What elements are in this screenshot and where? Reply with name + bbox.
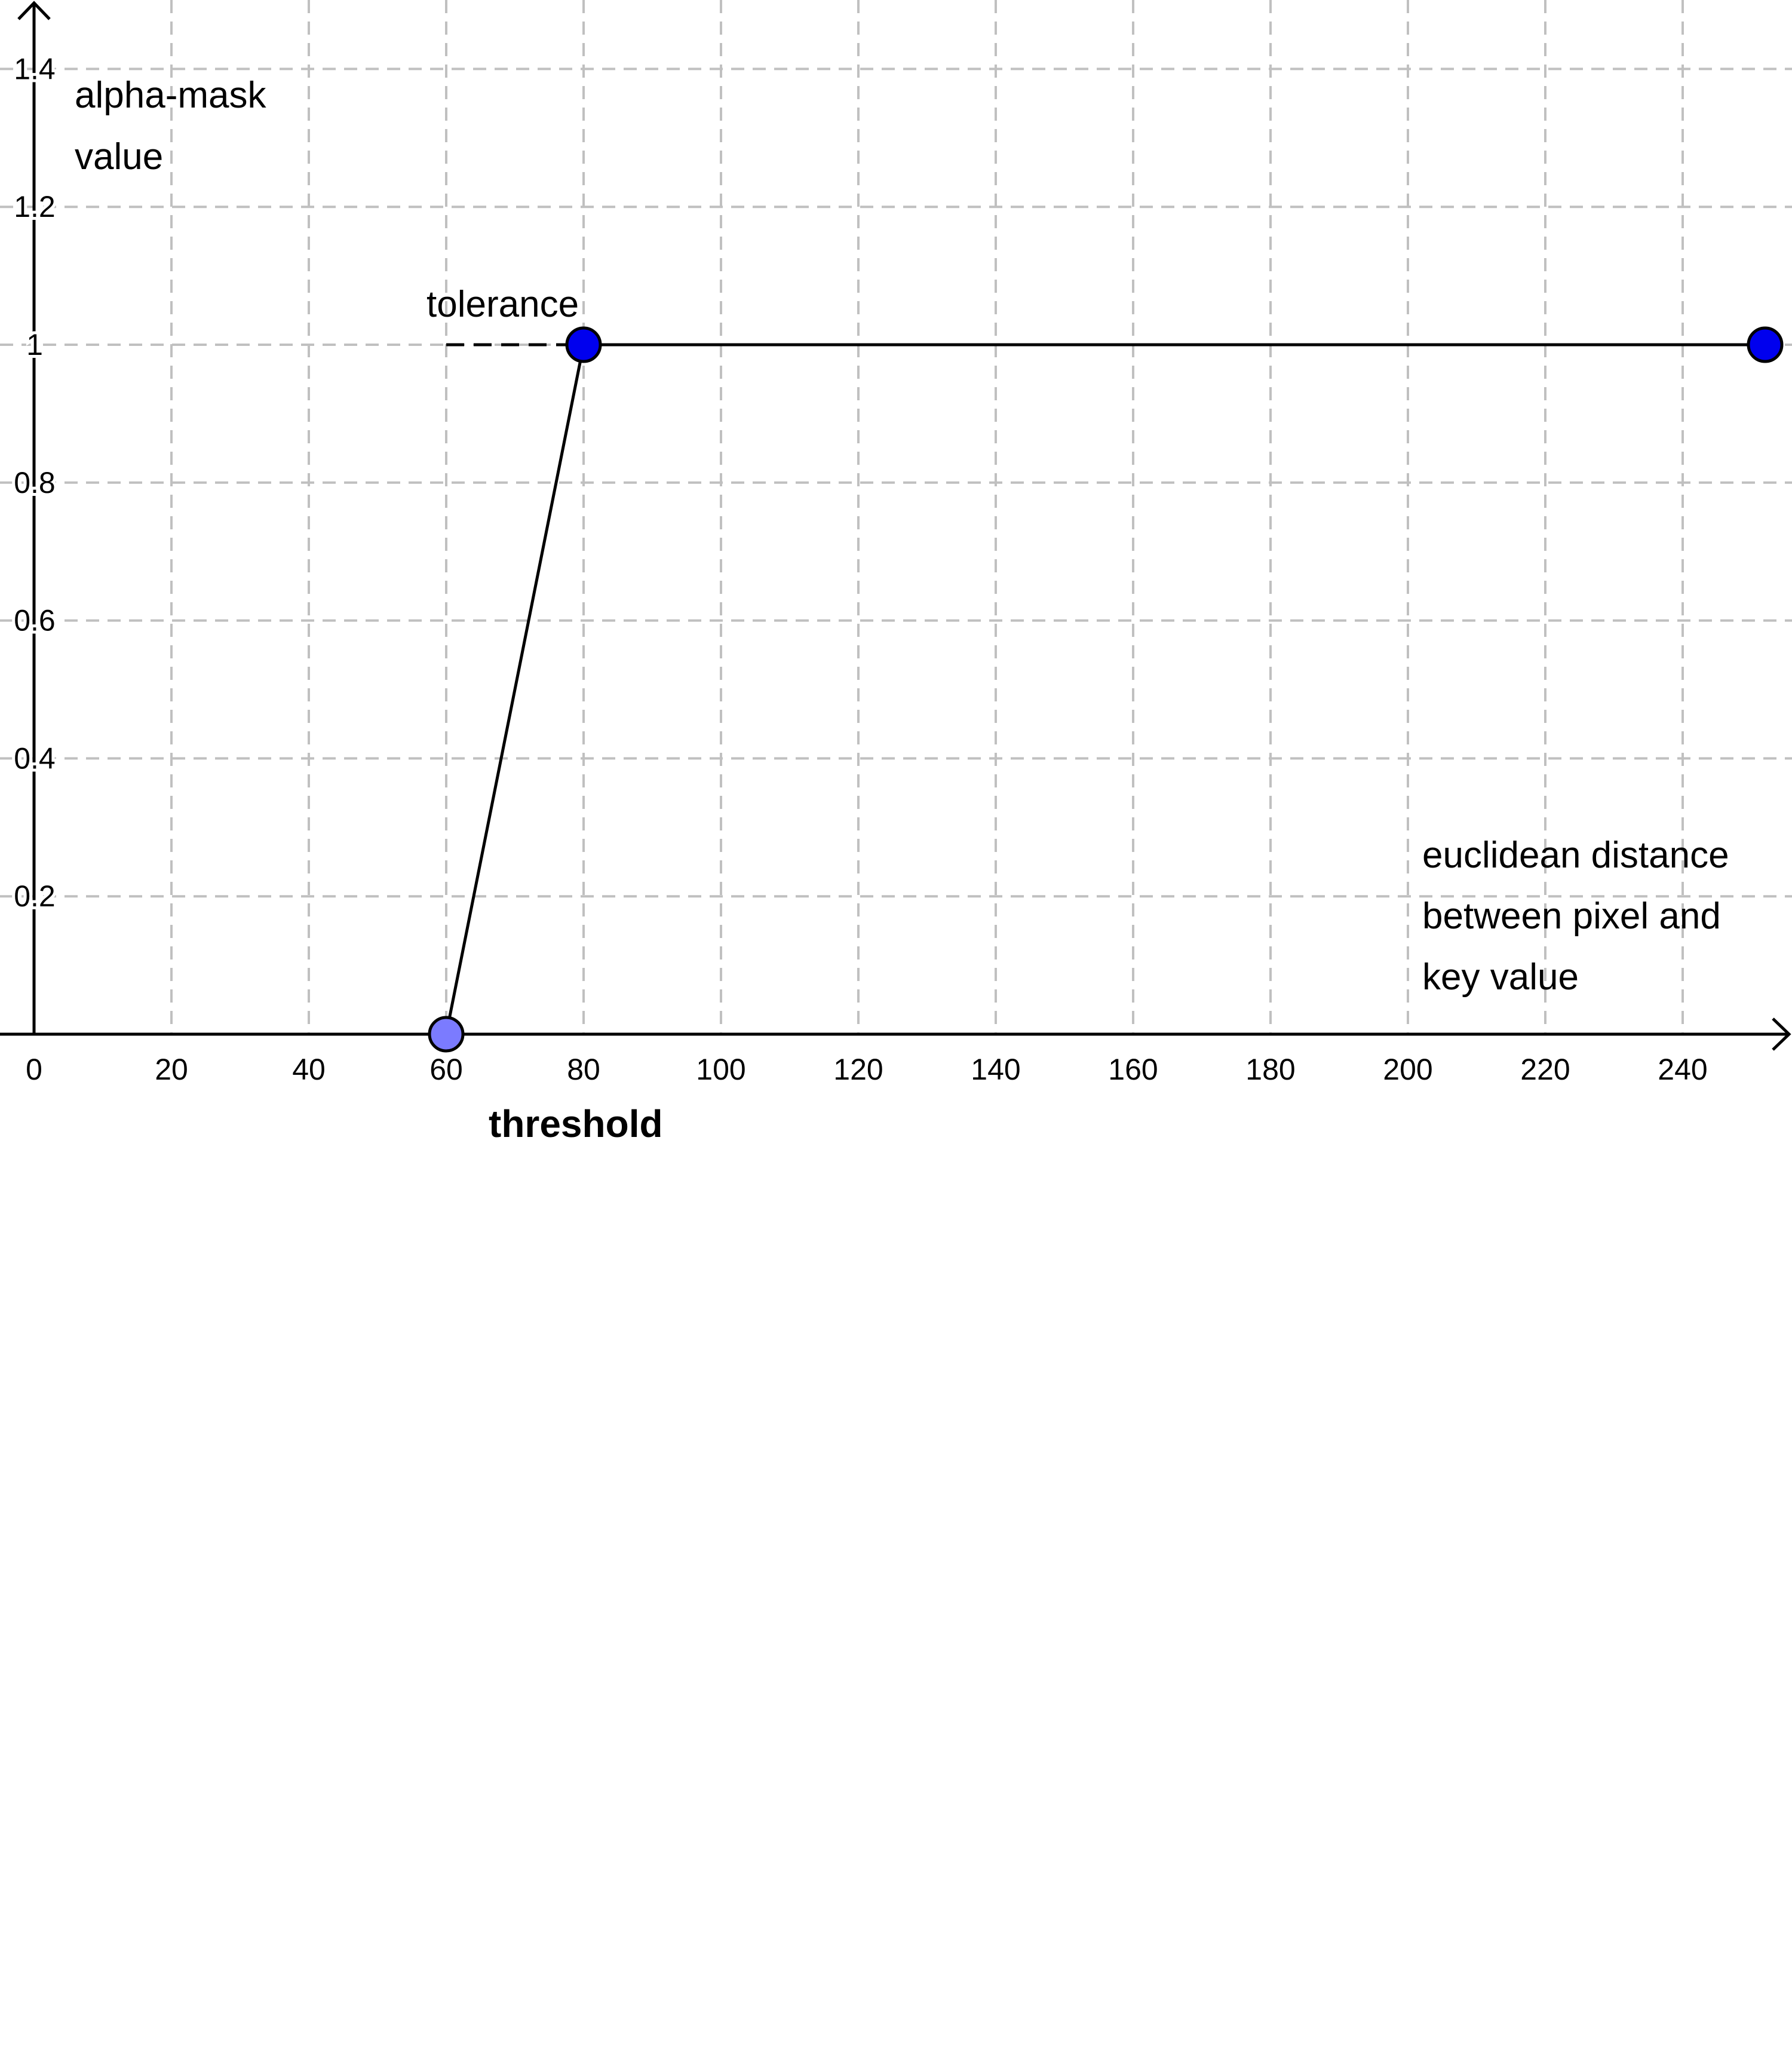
x-tick-label: 160 [1108,1053,1158,1086]
y-axis-label-line-2: value [75,136,163,177]
x-tick-label: 60 [429,1053,463,1086]
x-axis-label-line-1: euclidean distance [1422,835,1729,876]
x-tick-label: 80 [567,1053,600,1086]
tick-labels: 0 20 40 60 80 100 120 140 160 180 200 220 240 0.2 0.4 0… [11,49,1707,1086]
y-tick-label: 0.6 [14,604,56,637]
axes [0,1,1791,1051]
threshold-point[interactable] [428,1016,465,1053]
x-tick-label: 0 [26,1053,42,1086]
x-tick-label: 100 [696,1053,745,1086]
x-tick-label: 240 [1658,1053,1707,1086]
x-axis-label-line-3: key value [1422,957,1579,998]
x-tick-label: 220 [1520,1053,1570,1086]
y-tick-label: 1.2 [14,190,56,223]
y-tick-label: 0.4 [14,741,56,775]
y-tick-label: 1.4 [14,52,56,85]
x-tick-label: 20 [155,1053,188,1086]
x-axis-arrow [1772,1017,1791,1051]
x-tick-label: 200 [1383,1053,1432,1086]
end-point[interactable] [1747,326,1784,363]
threshold-annotation: threshold [489,1102,663,1145]
y-tick-label: 1 [26,328,43,361]
y-axis-arrow [17,1,51,20]
y-tick-label: 0.2 [14,879,56,913]
x-axis-label-line-2: between pixel and [1422,896,1721,937]
y-axis-label-line-1: alpha-mask [75,75,266,116]
data-points [428,326,1784,1053]
x-tick-label: 180 [1245,1053,1295,1086]
grid [0,0,1792,1034]
y-tick-label: 0.8 [14,466,56,499]
x-tick-label: 40 [292,1053,326,1086]
x-tick-label: 120 [833,1053,883,1086]
tolerance-annotation: tolerance [426,284,579,325]
tolerance-point[interactable] [565,326,602,363]
x-tick-label: 140 [971,1053,1020,1086]
